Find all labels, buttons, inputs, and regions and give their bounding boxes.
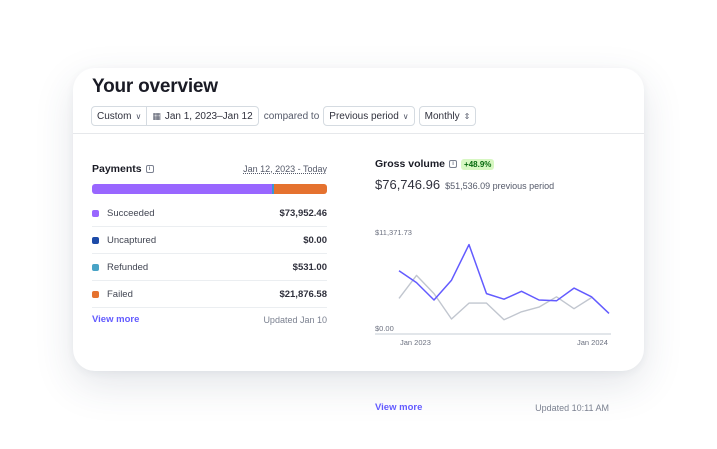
list-item-label-wrap: Failed (92, 289, 133, 300)
list-item-value: $0.00 (303, 234, 327, 246)
gross-volume-footer: View more Updated 10:11 AM (375, 402, 609, 413)
date-range-label: Jan 1, 2023–Jan 12 (164, 110, 253, 122)
gross-volume-previous: $51,536.09 previous period (445, 181, 555, 191)
status-swatch (92, 236, 99, 244)
gross-volume-view-more-link[interactable]: View more (375, 402, 423, 413)
list-item-label: Succeeded (107, 207, 155, 219)
payments-view-more-link[interactable]: View more (92, 314, 140, 325)
payments-title: Payments i (92, 163, 154, 175)
payments-updated-text: Updated Jan 10 (263, 314, 327, 325)
series-line-current (398, 243, 610, 314)
gross-volume-title: Gross volume i (375, 158, 458, 170)
compared-to-label: compared to (263, 110, 320, 122)
gross-volume-header: Gross volume i +48.9% (375, 157, 611, 171)
x-tick-label: Jan 2023 (400, 338, 431, 347)
overview-card: Your overview Custom ∨ ▦ Jan 1, 2023–Jan… (73, 68, 644, 413)
filter-bar: Custom ∨ ▦ Jan 1, 2023–Jan 12 compared t… (91, 106, 477, 126)
payments-date-range[interactable]: Jan 12, 2023 - Today (243, 164, 327, 174)
y-tick-label: $11,371.73 (375, 228, 412, 237)
list-item[interactable]: Failed $21,876.58 (92, 281, 327, 308)
range-type-label: Custom (97, 110, 132, 122)
chevron-up-down-icon: ⇕ (463, 111, 471, 121)
chevron-down-icon: ∨ (135, 111, 142, 121)
list-item[interactable]: Succeeded $73,952.46 (92, 200, 327, 227)
calendar-icon: ▦ (152, 110, 161, 121)
gross-volume-amount: $76,746.96 (375, 177, 441, 192)
payments-breakdown-bar (92, 184, 327, 194)
gross-volume-updated-text: Updated 10:11 AM (535, 402, 609, 413)
list-item-value: $21,876.58 (279, 288, 327, 300)
info-icon[interactable]: i (145, 165, 154, 173)
date-range-picker[interactable]: ▦ Jan 1, 2023–Jan 12 (146, 107, 257, 125)
interval-label: Monthly (424, 110, 460, 122)
comparison-label: Previous period (329, 110, 399, 122)
payments-footer: View more Updated Jan 10 (92, 314, 327, 325)
list-item-label-wrap: Succeeded (92, 208, 155, 219)
page-title: Your overview (92, 76, 218, 97)
gross-volume-values: $76,746.96 $51,536.09 previous period (375, 177, 611, 192)
payments-list: Succeeded $73,952.46 Uncaptured $0.00 Re… (92, 200, 327, 308)
x-tick-label: Jan 2024 (577, 338, 608, 347)
info-icon[interactable]: i (449, 160, 458, 168)
comparison-dropdown[interactable]: Previous period ∨ (323, 106, 415, 126)
range-type-dropdown[interactable]: Custom ∨ (92, 107, 146, 125)
gross-volume-title-text: Gross volume (375, 158, 446, 170)
y-tick-label: $0.00 (375, 324, 394, 333)
chevron-down-icon: ∨ (402, 111, 409, 121)
series-line-previous (398, 274, 592, 321)
header-divider (73, 133, 644, 134)
growth-badge: +48.9% (461, 158, 495, 170)
status-swatch (92, 263, 99, 271)
list-item-label-wrap: Refunded (92, 262, 148, 273)
list-item[interactable]: Uncaptured $0.00 (92, 227, 327, 254)
list-item-label: Uncaptured (107, 234, 157, 246)
bar-segment-succeeded (92, 184, 273, 194)
list-item-label-wrap: Uncaptured (92, 235, 156, 246)
list-item-label: Refunded (107, 261, 149, 273)
list-item[interactable]: Refunded $531.00 (92, 254, 327, 281)
interval-dropdown[interactable]: Monthly ⇕ (418, 106, 477, 126)
payments-title-text: Payments (92, 163, 142, 175)
payments-header: Payments i Jan 12, 2023 - Today (92, 162, 327, 176)
bar-segment-refunded (272, 184, 274, 194)
date-filter-group: Custom ∨ ▦ Jan 1, 2023–Jan 12 (91, 106, 259, 126)
status-swatch (92, 209, 99, 217)
list-item-value: $531.00 (292, 261, 327, 273)
list-item-label: Failed (107, 288, 133, 300)
gross-volume-panel: Gross volume i +48.9% $76,746.96 $51,536… (375, 157, 611, 413)
bar-segment-failed (273, 184, 327, 194)
status-swatch (92, 290, 99, 298)
list-item-value: $73,952.46 (279, 207, 327, 219)
gross-volume-chart[interactable]: $11,371.73 $0.00 Jan 2023 Jan 2024 (375, 203, 615, 398)
payments-panel: Payments i Jan 12, 2023 - Today Succeede… (92, 162, 327, 325)
